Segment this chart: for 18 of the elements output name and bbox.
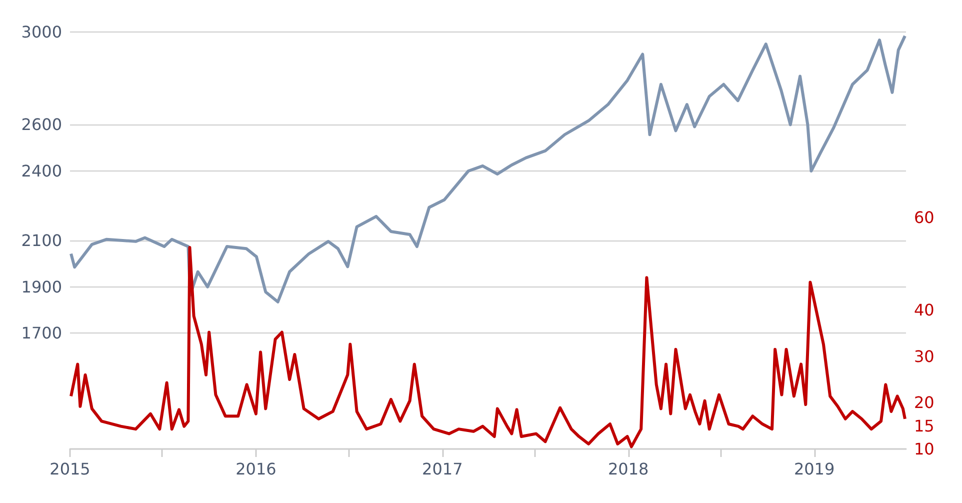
x-tick-label: 2019: [794, 460, 835, 478]
y-tick-label: 1700: [21, 324, 62, 343]
y-tick-label: 2600: [21, 115, 62, 134]
y-tick-label: 2400: [21, 162, 62, 180]
y-tick-label: 1900: [21, 277, 62, 296]
x-tick-label: 2017: [422, 460, 463, 478]
y2-tick-label: 40: [914, 300, 934, 320]
y2-tick-label: 30: [914, 346, 934, 366]
x-tick-label: 2015: [50, 460, 90, 478]
y2-tick-label: 10: [914, 440, 934, 458]
y2-tick-label: 20: [914, 393, 934, 412]
y-tick-label: 2100: [21, 231, 62, 250]
y2-tick-label: 60: [914, 208, 934, 227]
y-tick-label: 3000: [21, 22, 62, 42]
x-tick-label: 2018: [608, 460, 649, 478]
x-tick-label: 2016: [236, 460, 276, 478]
line-series: [70, 34, 906, 304]
y2-tick-label: 15: [914, 416, 934, 436]
